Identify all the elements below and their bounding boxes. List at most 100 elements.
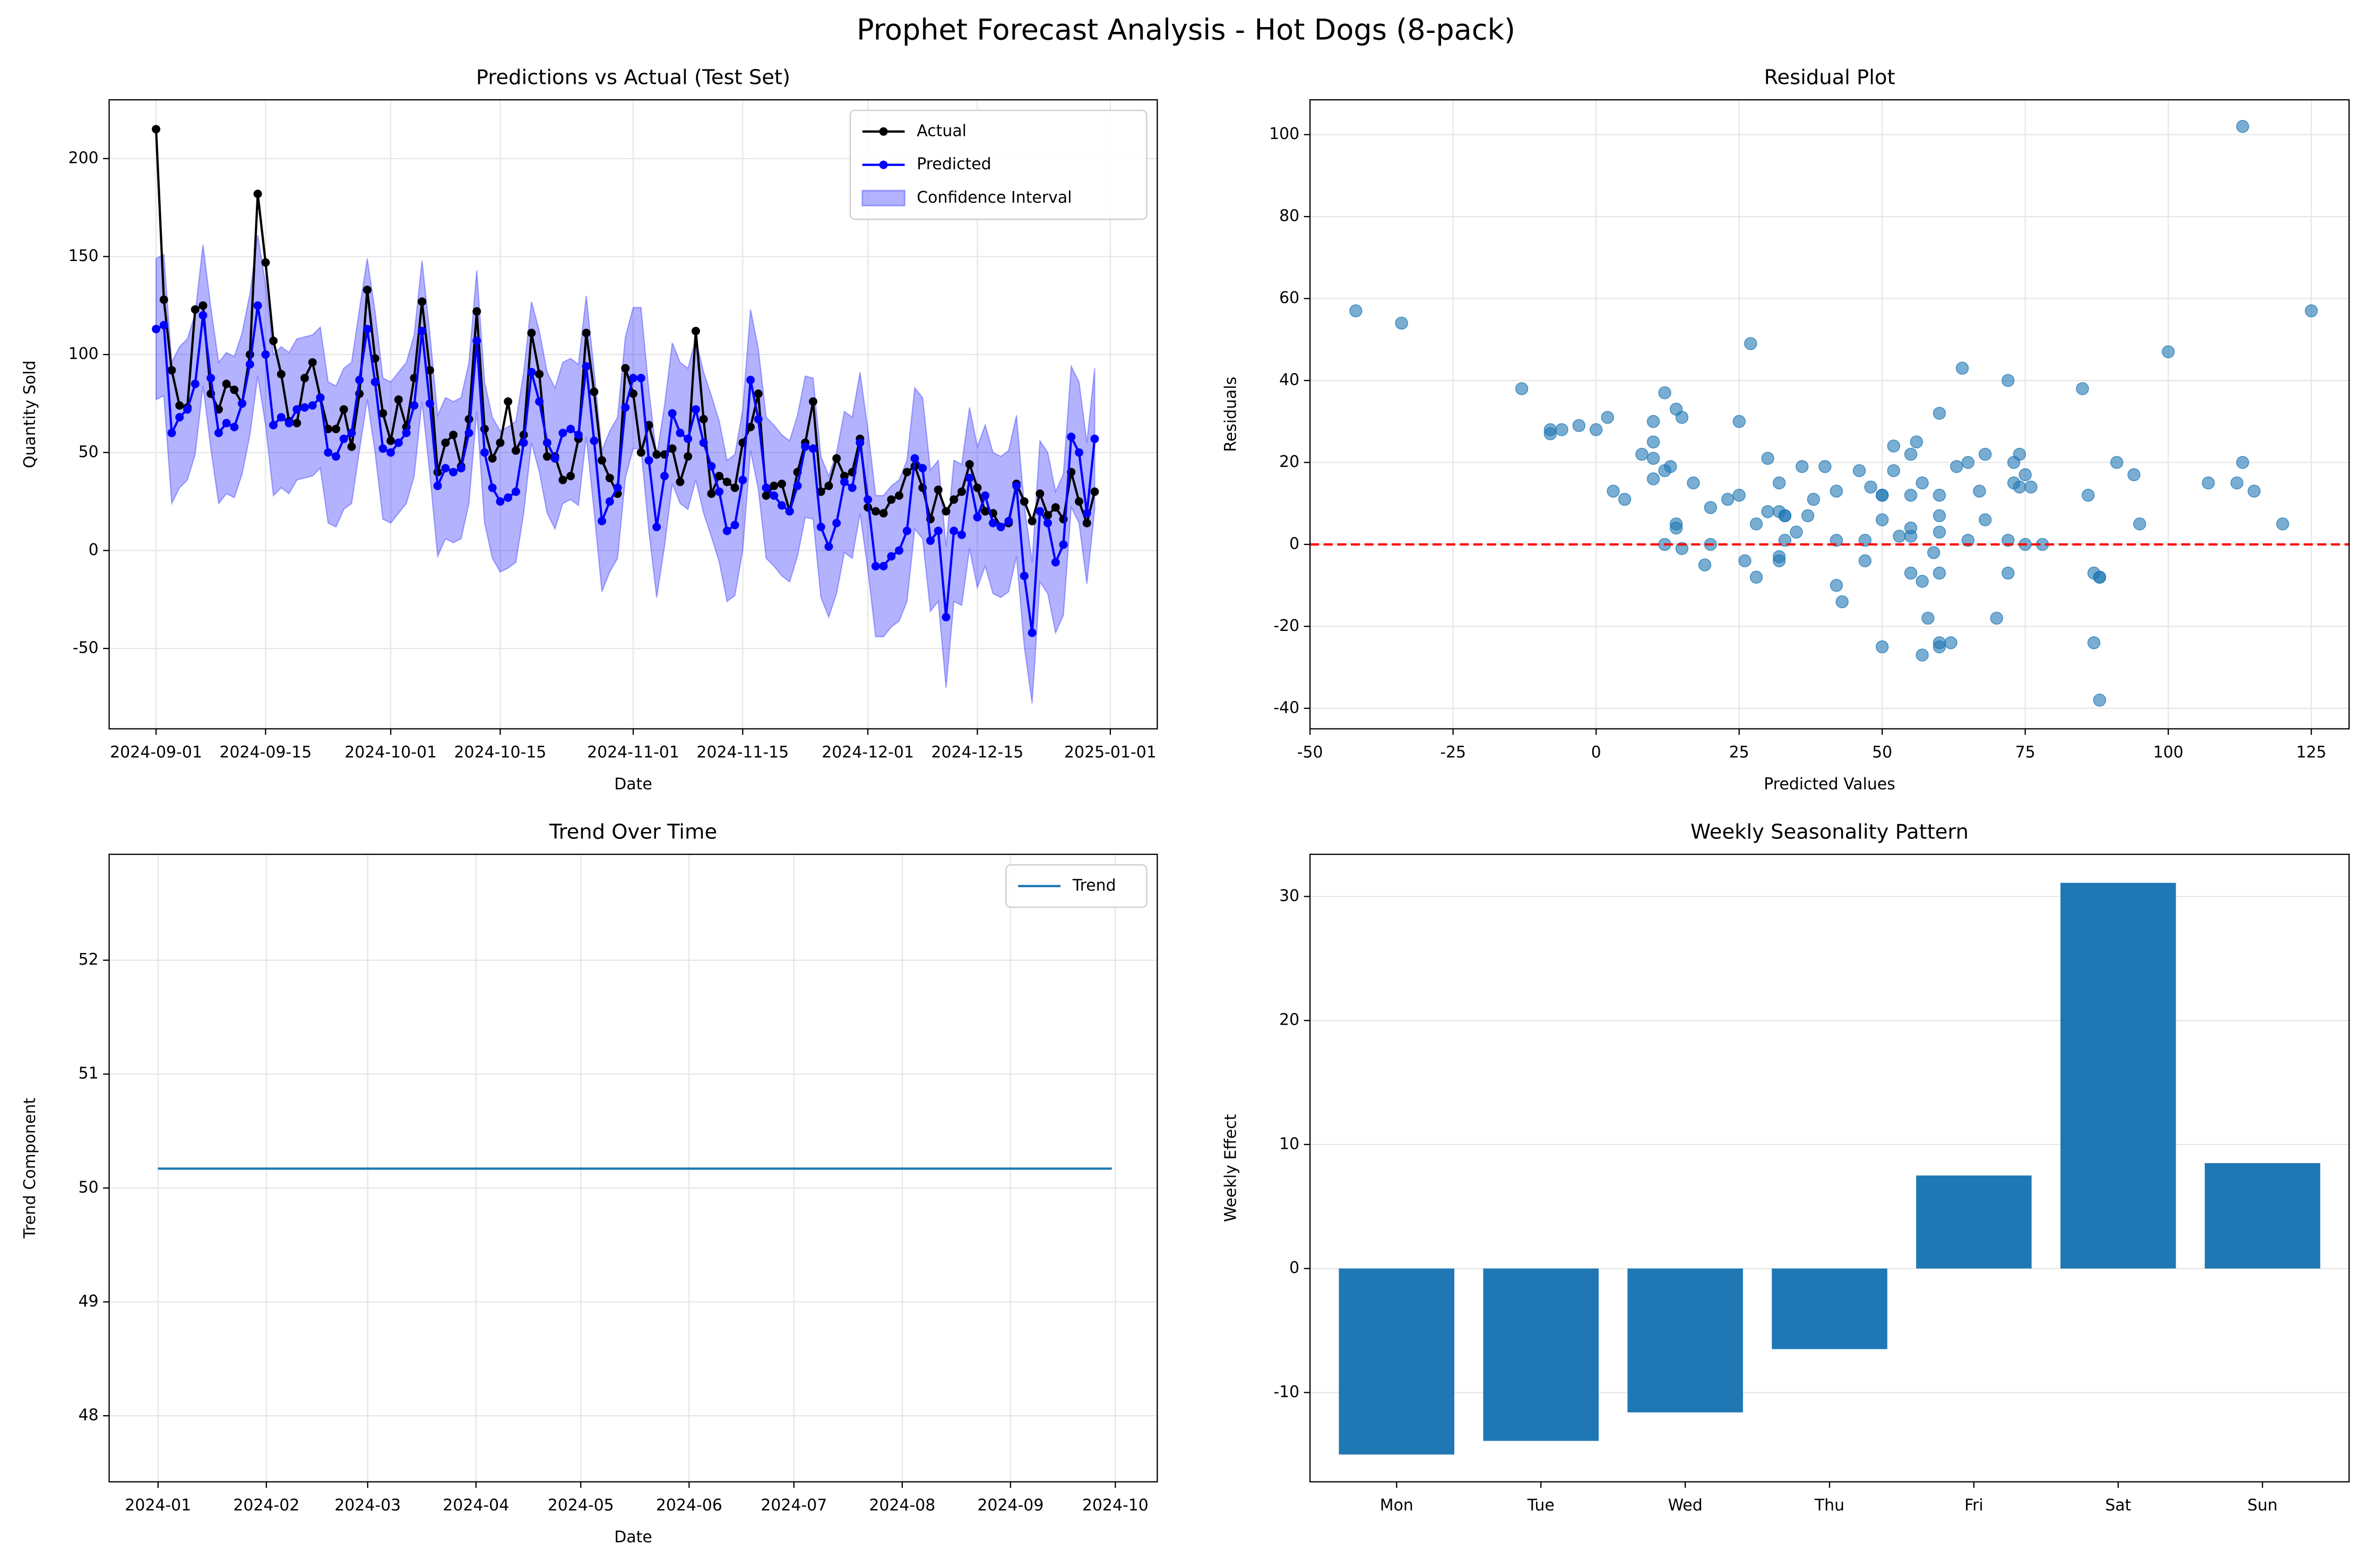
point [691,405,700,414]
x-tick-label: 2024-11-01 [587,743,679,762]
point [425,399,434,408]
point [2019,468,2032,481]
point [1698,558,1712,571]
point [808,444,817,453]
point [511,446,520,455]
point [887,552,896,561]
point [410,401,419,410]
point [1978,513,1992,526]
y-axis-label: Trend Component [21,1098,39,1239]
point [887,495,896,504]
point [722,526,731,535]
point [1515,382,1529,395]
point [730,483,739,492]
point [558,475,567,484]
x-tick-label: 25 [1729,743,1749,762]
y-tick-label: -20 [1273,617,1299,635]
point [238,399,247,408]
y-tick-label: 0 [1289,534,1299,553]
x-tick-label: 2024-07 [761,1496,827,1515]
point [699,438,708,447]
point [2305,304,2318,318]
point [558,428,567,437]
point [1543,427,1557,440]
point [1933,525,1946,539]
point [167,366,176,375]
point [2007,456,2021,469]
y-tick-label: -40 [1273,698,1299,717]
point [926,536,935,545]
y-tick-label: 51 [79,1064,99,1083]
point [996,523,1005,532]
point [472,336,481,345]
point [550,454,559,463]
x-axis-label: Predicted Values [1764,775,1895,793]
plot-area [1339,882,2321,1455]
legend: Trend [1005,864,1148,908]
point [1090,487,1099,496]
y-tick-label: 200 [68,149,99,167]
x-tick-label: 50 [1872,743,1892,762]
point [950,495,959,504]
point [1646,415,1660,428]
point [793,481,802,490]
x-tick-label: Sun [2247,1496,2278,1515]
point [324,448,333,457]
x-tick-label: 2024-09-01 [110,743,202,762]
legend-swatch [861,189,905,206]
point [1601,411,1614,424]
point [738,475,747,484]
legend-label: Trend [1072,876,1116,895]
point [965,473,974,482]
point [1887,464,1900,478]
point [965,460,974,469]
x-tick-label: Thu [1814,1496,1844,1515]
point [1090,434,1099,443]
point [535,370,544,379]
point [1020,497,1029,506]
axes-frame [1309,99,2350,730]
point [730,521,739,530]
point [1761,505,1774,518]
point [2087,636,2101,649]
point [277,370,286,379]
point [590,387,599,396]
bar [1627,1268,1743,1413]
point [1555,423,1568,436]
point [1721,492,1735,506]
legend-marker [879,160,888,169]
point [636,448,645,457]
point [981,507,990,516]
y-tick-label: 50 [79,1178,99,1197]
point [1607,484,1620,498]
legend-marker [879,127,888,136]
point [152,325,161,334]
x-tick-label: 75 [2015,743,2035,762]
point [214,428,223,437]
y-axis-label: Weekly Effect [1221,1114,1240,1222]
y-tick-label: -10 [1273,1383,1299,1401]
point [778,501,786,510]
point [770,491,779,500]
point [191,305,200,314]
point [2230,476,2244,490]
point [1704,501,1718,514]
x-tick-label: 2024-10-15 [454,743,547,762]
point [199,311,208,320]
point [621,403,630,412]
point [676,428,685,437]
point [574,430,583,439]
point [707,462,716,471]
point [566,425,575,434]
point [1589,423,1603,436]
point [801,442,810,451]
point [864,495,873,504]
point [284,419,294,428]
point [464,428,473,437]
point [1830,484,1843,498]
point [230,385,239,394]
axes-title: Weekly Seasonality Pattern [1690,820,1969,844]
point [2093,570,2107,584]
point [1732,489,1746,502]
y-tick-label: 48 [79,1406,99,1425]
